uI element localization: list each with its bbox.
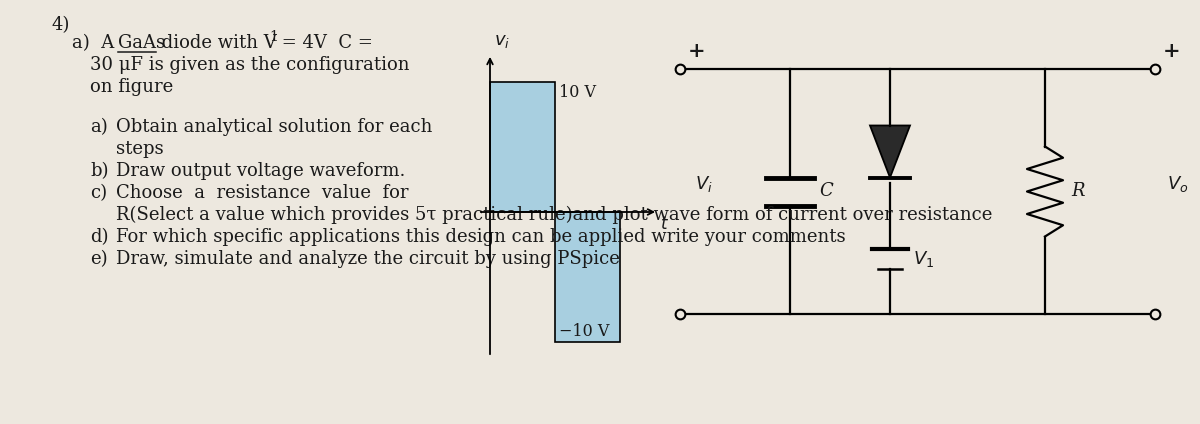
Text: 1: 1	[269, 30, 278, 44]
Text: 30 μF is given as the configuration: 30 μF is given as the configuration	[90, 56, 409, 74]
Bar	[554, 212, 620, 342]
Text: steps: steps	[116, 139, 163, 158]
Bar	[490, 82, 554, 212]
Text: a)  A: a) A	[72, 34, 120, 52]
Text: R: R	[1072, 182, 1085, 201]
Text: e): e)	[90, 250, 108, 268]
Text: Choose  a  resistance  value  for: Choose a resistance value for	[116, 184, 408, 201]
Text: $V_1$: $V_1$	[913, 249, 934, 269]
Text: on figure: on figure	[90, 78, 173, 96]
Text: R(Select a value which provides 5τ practical rule)and plot wave form of current : R(Select a value which provides 5τ pract…	[116, 206, 992, 224]
Text: diode with V: diode with V	[156, 34, 277, 52]
Text: $v_i$: $v_i$	[494, 32, 510, 50]
Text: For which specific applications this design can be applied write your comments: For which specific applications this des…	[116, 228, 846, 245]
Text: Draw, simulate and analyze the circuit by using PSpice: Draw, simulate and analyze the circuit b…	[116, 250, 620, 268]
Text: −10 V: −10 V	[559, 323, 610, 340]
Text: Obtain analytical solution for each: Obtain analytical solution for each	[116, 117, 432, 136]
Text: Draw output voltage waveform.: Draw output voltage waveform.	[116, 162, 406, 180]
Text: $t$: $t$	[660, 216, 670, 233]
Text: b): b)	[90, 162, 108, 180]
Text: 4): 4)	[52, 16, 71, 34]
Text: c): c)	[90, 184, 107, 201]
Text: +: +	[688, 41, 706, 61]
Text: a): a)	[90, 117, 108, 136]
Text: d): d)	[90, 228, 108, 245]
Text: +: +	[1163, 41, 1181, 61]
Text: C: C	[818, 182, 833, 201]
Text: $V_i$: $V_i$	[695, 173, 713, 193]
Text: $V_o$: $V_o$	[1166, 173, 1188, 193]
Polygon shape	[870, 126, 910, 178]
Text: 10 V: 10 V	[559, 84, 596, 101]
Text: GaAs: GaAs	[118, 34, 166, 52]
Text: = 4V  C =: = 4V C =	[276, 34, 373, 52]
